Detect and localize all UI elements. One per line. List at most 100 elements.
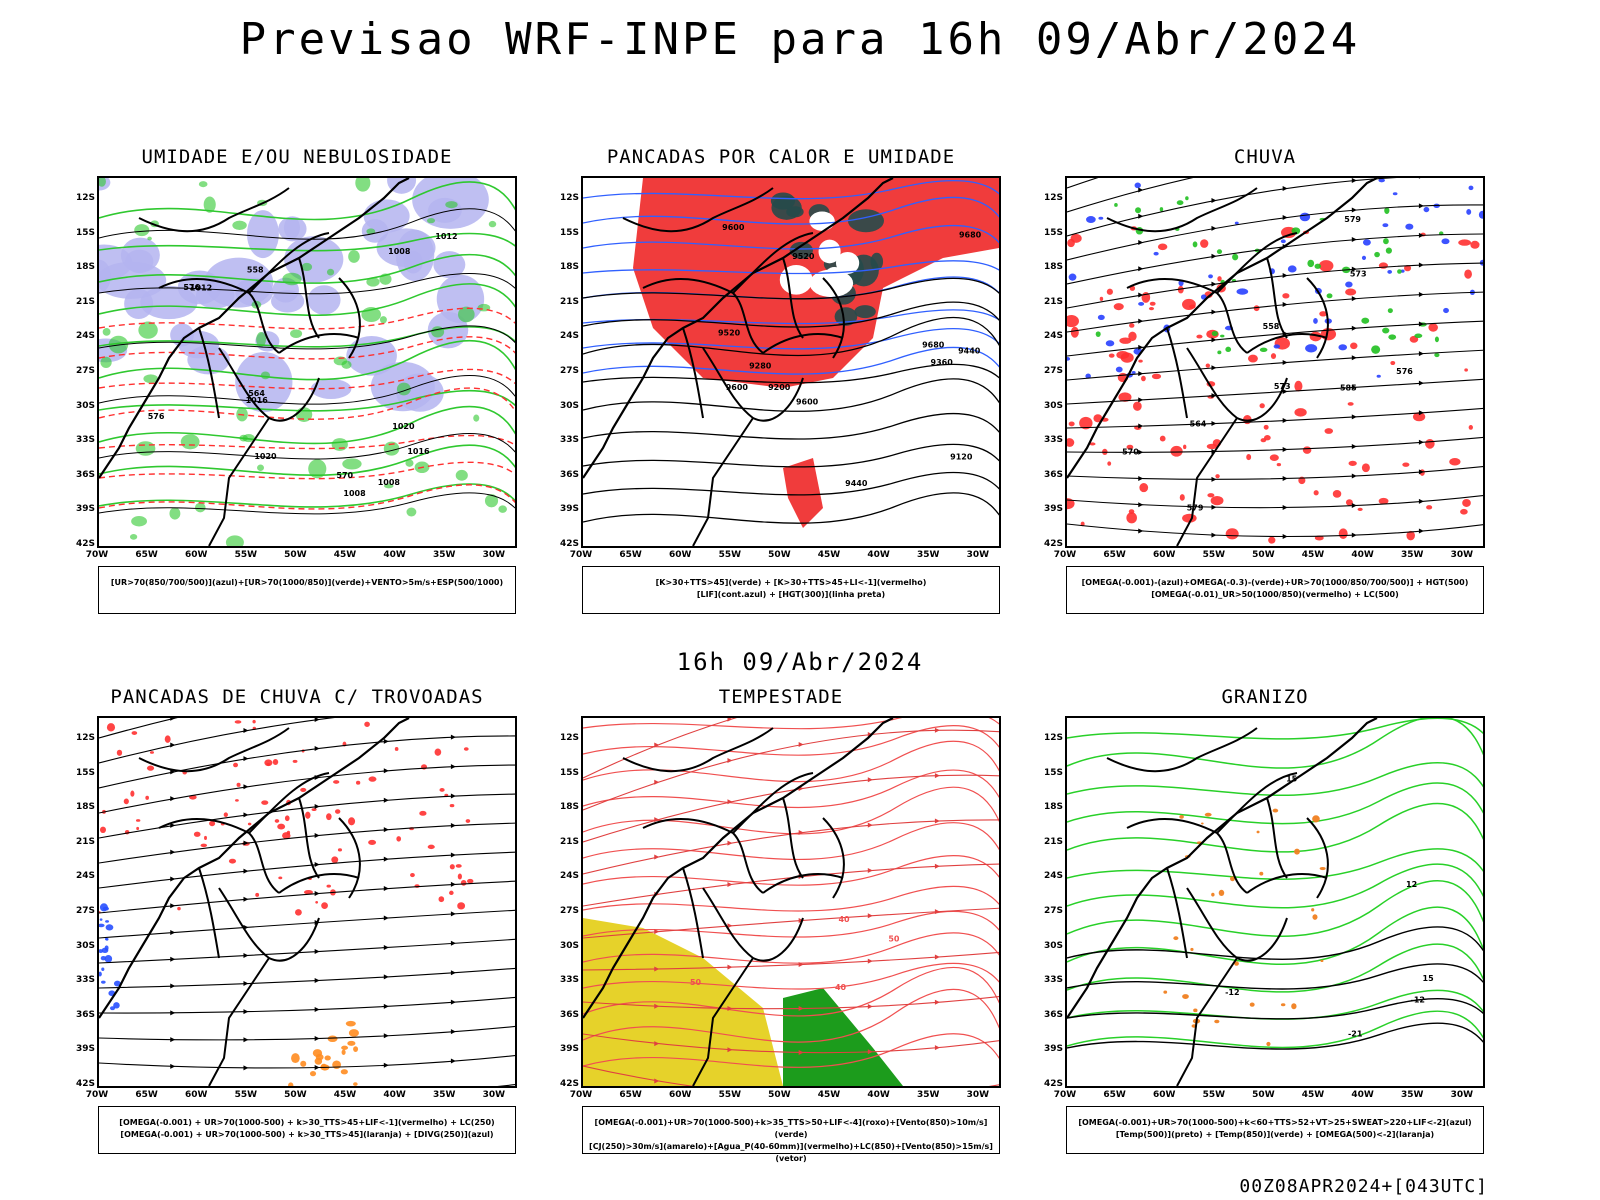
lon-tick-label: 50W	[1252, 1090, 1275, 1100]
lon-tick-label: 70W	[1053, 1090, 1077, 1100]
legend-line: [OMEGA(-0.001)+UR>70(1000-500)+k<60+TTS>…	[1078, 1118, 1472, 1127]
lon-tick-label: 55W	[234, 550, 258, 560]
lat-tick-label: 27S	[1043, 906, 1063, 916]
country-border	[1126, 277, 1248, 354]
country-border	[1246, 872, 1328, 894]
contour-label: 9200	[768, 383, 791, 392]
green-contours	[99, 181, 515, 508]
country-border	[218, 887, 320, 962]
contour-label: 9520	[792, 252, 815, 261]
lon-tick-label: 30W	[482, 1090, 506, 1100]
coastline	[99, 718, 410, 1019]
lon-tick-label: 35W	[432, 1090, 456, 1100]
contour-label: 12	[1406, 880, 1417, 889]
lon-tick-label: 65W	[135, 550, 158, 560]
lat-tick-label: 15S	[1043, 767, 1063, 778]
country-border	[198, 867, 220, 959]
lat-tick-label: 15S	[75, 227, 95, 238]
country-border	[138, 727, 290, 773]
pressure-contours	[99, 208, 515, 515]
lon-tick-label: 40W	[1351, 1090, 1374, 1100]
contour-label: 15	[1286, 775, 1298, 784]
longitude-axis: 70W 65W 60W 55W 50W 45W 40W 35W 30W	[86, 548, 517, 562]
country-border	[732, 772, 814, 834]
forecast-map: 50 40 50 40	[583, 718, 999, 1086]
panel-title: TEMPESTADE	[718, 686, 844, 708]
lat-tick-label: 33S	[75, 975, 95, 986]
hgt-black-contours	[583, 277, 999, 524]
map-frame: 50 40 50 40	[581, 716, 1001, 1088]
lon-tick-label: 40W	[867, 550, 890, 560]
omega-orange-area	[1163, 808, 1326, 1047]
storm-orange-area	[288, 1020, 359, 1086]
panel-chuva: CHUVA 585 579 579 576 573 570 573 564 558 12S 15S 18…	[1025, 146, 1505, 646]
country-border	[1186, 347, 1288, 422]
country-border	[782, 797, 804, 879]
lat-tick-label: 12S	[75, 733, 95, 743]
contour-label: -21	[1348, 1030, 1363, 1039]
panel-title: PANCADAS DE CHUVA C/ TROVOADAS	[110, 686, 484, 708]
map-frame	[97, 716, 517, 1088]
contour-label: 1008	[378, 478, 401, 487]
lon-tick-label: 65W	[619, 550, 642, 560]
lon-tick-label: 55W	[1202, 1090, 1226, 1100]
lat-tick-label: 18S	[1043, 262, 1063, 273]
panel-granizo: GRANIZO -12 -12 -21 15 12 15 12S 15S 18S 21S 24S 27S…	[1025, 686, 1505, 1186]
lat-tick-label: 27S	[75, 366, 95, 376]
lon-tick-label: 65W	[135, 1090, 158, 1100]
lat-tick-label: 39S	[75, 504, 95, 515]
longitude-axis: 70W 65W 60W 55W 50W 45W 40W 35W 30W	[570, 548, 1001, 562]
model-run-label: 00Z08APR2024+[043UTC]	[1239, 1176, 1488, 1197]
panel-pancadas-trovoadas: PANCADAS DE CHUVA C/ TROVOADAS 12S 15S 18S 2…	[57, 686, 537, 1186]
lat-tick-label: 21S	[1043, 836, 1063, 847]
lat-tick-label: 12S	[75, 193, 95, 203]
lat-tick-label: 18S	[559, 802, 579, 813]
map-frame: 9680 9680 9600 9600 9600 9520 9520 9440 9440 9360…	[581, 176, 1001, 548]
legend-line: [OMEGA(-0.01)_UR>50(1000/850)(vermelho) …	[1151, 590, 1399, 599]
lon-tick-label: 35W	[916, 550, 940, 560]
wind-streamlines	[99, 718, 515, 1086]
lat-tick-label: 21S	[559, 296, 579, 307]
country-border	[1166, 327, 1188, 419]
lon-tick-label: 65W	[1103, 1090, 1126, 1100]
forecast-map: -12 -12 -21 15 12 15	[1067, 718, 1483, 1086]
country-border	[158, 817, 280, 894]
legend-box: [UR>70(850/700/500)](azul)+[UR>70(1000/8…	[98, 566, 516, 614]
lat-tick-label: 36S	[1043, 469, 1063, 480]
contour-label: 576	[183, 283, 200, 292]
streamlines-850	[583, 718, 999, 1086]
lat-tick-label: 30S	[1043, 400, 1063, 411]
latitude-axis: 12S 15S 18S 21S 24S 27S 30S 33S 36S 39S 42S	[1033, 176, 1063, 549]
contour-labels: 9680 9680 9600 9600 9600 9520 9520 9440 9440 9360…	[718, 223, 982, 488]
lat-tick-label: 27S	[1043, 366, 1063, 376]
latitude-axis: 12S 15S 18S 21S 24S 27S 30S 33S 36S 39S 42S	[65, 716, 95, 1089]
lon-tick-label: 55W	[234, 1090, 258, 1100]
lon-tick-label: 55W	[718, 1090, 742, 1100]
heat-red-area	[633, 178, 999, 528]
lon-tick-label: 50W	[284, 1090, 307, 1100]
country-border	[1266, 257, 1288, 339]
country-border	[1306, 277, 1329, 359]
lat-tick-label: 18S	[1043, 802, 1063, 813]
lat-tick-label: 12S	[1043, 193, 1063, 203]
coastline	[99, 178, 410, 479]
lat-tick-label: 24S	[1043, 331, 1063, 342]
country-border	[158, 277, 280, 354]
contour-label: 50	[690, 978, 702, 987]
legend-line: [CJ(250)>30m/s](amarelo)+[Agua_P(40-60mm…	[589, 1142, 993, 1163]
country-border	[622, 727, 774, 773]
latitude-axis: 12S 15S 18S 21S 24S 27S 30S 33S 36S 39S 42S	[1033, 716, 1063, 1089]
lon-tick-label: 50W	[768, 1090, 791, 1100]
rain-red-area	[1067, 226, 1480, 544]
lon-tick-label: 45W	[333, 1090, 357, 1100]
lat-tick-label: 33S	[559, 975, 579, 986]
contour-label: 1012	[435, 232, 457, 241]
lon-tick-label: 60W	[1152, 550, 1176, 560]
country-border	[822, 817, 845, 899]
contour-label: 576	[1396, 367, 1413, 376]
lat-tick-label: 15S	[1043, 227, 1063, 238]
coastline	[1067, 178, 1378, 479]
contour-label: 573	[1350, 270, 1367, 279]
lat-tick-label: 21S	[75, 836, 95, 847]
lat-tick-label: 42S	[75, 1079, 95, 1089]
